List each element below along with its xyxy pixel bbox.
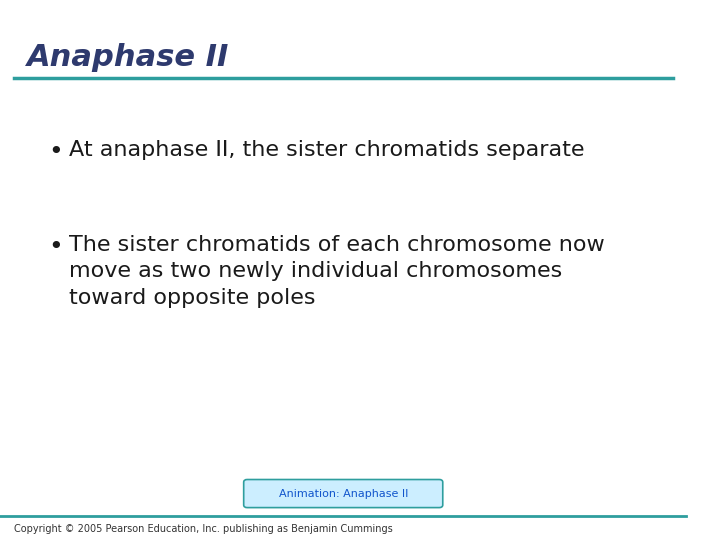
Text: Anaphase II: Anaphase II bbox=[27, 43, 230, 72]
Text: At anaphase II, the sister chromatids separate: At anaphase II, the sister chromatids se… bbox=[68, 140, 584, 160]
Text: •: • bbox=[48, 140, 63, 164]
Text: Copyright © 2005 Pearson Education, Inc. publishing as Benjamin Cummings: Copyright © 2005 Pearson Education, Inc.… bbox=[14, 523, 392, 534]
Text: •: • bbox=[48, 235, 63, 259]
FancyBboxPatch shape bbox=[243, 480, 443, 508]
Text: Animation: Anaphase II: Animation: Anaphase II bbox=[279, 489, 408, 498]
Text: The sister chromatids of each chromosome now
move as two newly individual chromo: The sister chromatids of each chromosome… bbox=[68, 235, 604, 308]
